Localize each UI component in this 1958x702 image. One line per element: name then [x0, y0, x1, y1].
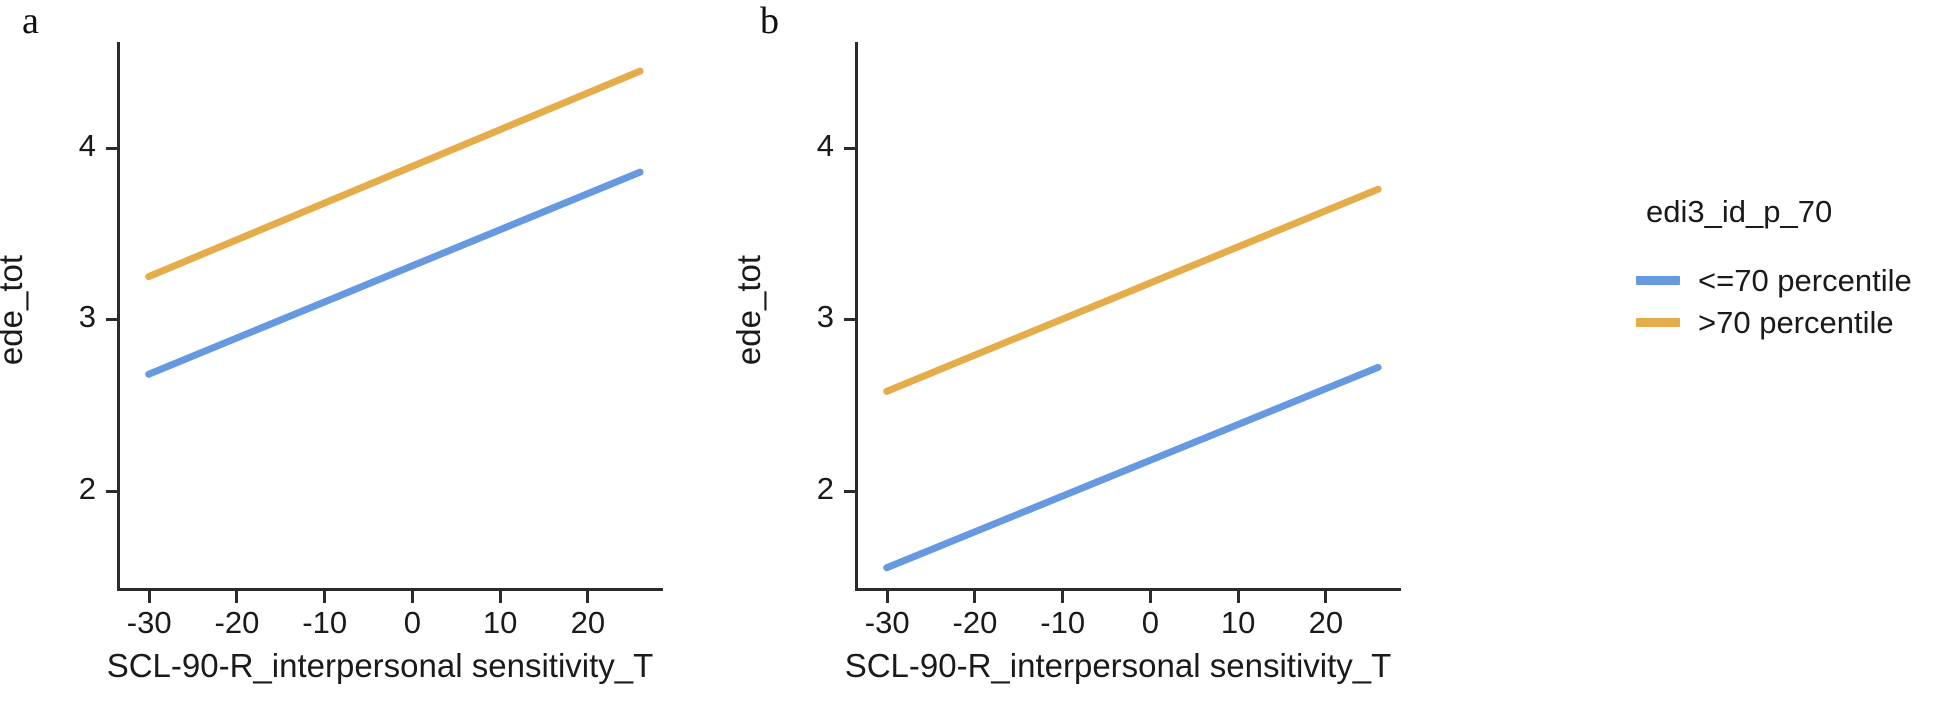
- x-tick-label: -10: [302, 605, 348, 640]
- panel-a-x-axis-title: SCL-90-R_interpersonal sensitivity_T: [106, 647, 654, 684]
- x-tick: -30: [865, 591, 910, 638]
- y-tick: 2: [79, 473, 117, 504]
- panel-b-y-axis-line: [855, 42, 858, 591]
- x-tick: 0: [1142, 591, 1159, 638]
- x-tick-label: -20: [214, 605, 260, 640]
- x-tick: 20: [1309, 591, 1343, 638]
- x-tick: -10: [302, 591, 347, 638]
- y-tick: 4: [817, 130, 855, 161]
- x-tick-label: 10: [482, 605, 518, 640]
- legend-item-1[interactable]: >70 percentile: [1636, 301, 1956, 343]
- x-tick-label: 0: [403, 605, 422, 640]
- panel-a: a ede_tot SCL-90-R_interpersonal sensiti…: [0, 0, 760, 702]
- panel-b-plot-area: [856, 42, 1400, 590]
- x-tick-label: 10: [1220, 605, 1256, 640]
- panel-a-plot-area: [118, 42, 662, 590]
- y-tick-label: 3: [78, 299, 96, 335]
- y-tick-label: 2: [78, 470, 96, 506]
- y-tick-label: 3: [816, 299, 834, 335]
- panel-b-x-axis-title: SCL-90-R_interpersonal sensitivity_T: [844, 647, 1392, 684]
- panel-b-x-axis-line: [855, 588, 1401, 591]
- x-tick: -30: [127, 591, 172, 638]
- y-tick: 3: [79, 301, 117, 332]
- y-tick-label: 2: [816, 470, 834, 506]
- x-tick: -20: [215, 591, 259, 638]
- panel-b-y-axis-title: ede_tot: [730, 254, 767, 366]
- x-tick-label: 20: [1308, 605, 1344, 640]
- x-tick: -20: [953, 591, 997, 638]
- y-tick-label: 4: [816, 128, 834, 164]
- panel-a-series-layer: [145, 67, 644, 378]
- legend: edi3_id_p_70 <=70 percentile >70 percent…: [1636, 196, 1956, 343]
- panel-a-y-axis-line: [117, 42, 120, 591]
- panel-b: b ede_tot SCL-90-R_interpersonal sensiti…: [730, 0, 1498, 702]
- legend-item-0[interactable]: <=70 percentile: [1636, 259, 1956, 301]
- legend-title: edi3_id_p_70: [1646, 194, 1833, 229]
- x-tick: 10: [483, 591, 517, 638]
- x-tick-label: 20: [570, 605, 606, 640]
- panel-b-series-1: [883, 185, 1382, 395]
- panel-a-y-axis-title: ede_tot: [0, 254, 29, 366]
- x-tick-label: -30: [126, 605, 172, 640]
- line-swatch-icon: [1636, 317, 1680, 327]
- x-tick-label: -10: [1040, 605, 1086, 640]
- x-tick: 10: [1221, 591, 1255, 638]
- legend-item-label: >70 percentile: [1698, 304, 1894, 340]
- y-tick: 4: [79, 130, 117, 161]
- y-tick: 3: [817, 301, 855, 332]
- y-tick: 2: [817, 473, 855, 504]
- panel-b-series-layer: [883, 185, 1382, 572]
- legend-item-label: <=70 percentile: [1698, 262, 1912, 298]
- panel-a-series-1: [145, 67, 644, 281]
- x-tick: 0: [404, 591, 421, 638]
- x-tick: -10: [1040, 591, 1085, 638]
- x-tick-label: -20: [952, 605, 998, 640]
- x-tick-label: -30: [864, 605, 910, 640]
- x-tick: 20: [571, 591, 605, 638]
- y-tick-label: 4: [78, 128, 96, 164]
- panel-a-x-axis-line: [117, 588, 663, 591]
- x-tick-label: 0: [1141, 605, 1160, 640]
- panel-b-series-0: [883, 363, 1382, 572]
- panel-b-tag: b: [760, 0, 779, 42]
- line-swatch-icon: [1636, 275, 1680, 285]
- panel-a-series-0: [145, 168, 644, 378]
- panel-a-tag: a: [22, 0, 39, 42]
